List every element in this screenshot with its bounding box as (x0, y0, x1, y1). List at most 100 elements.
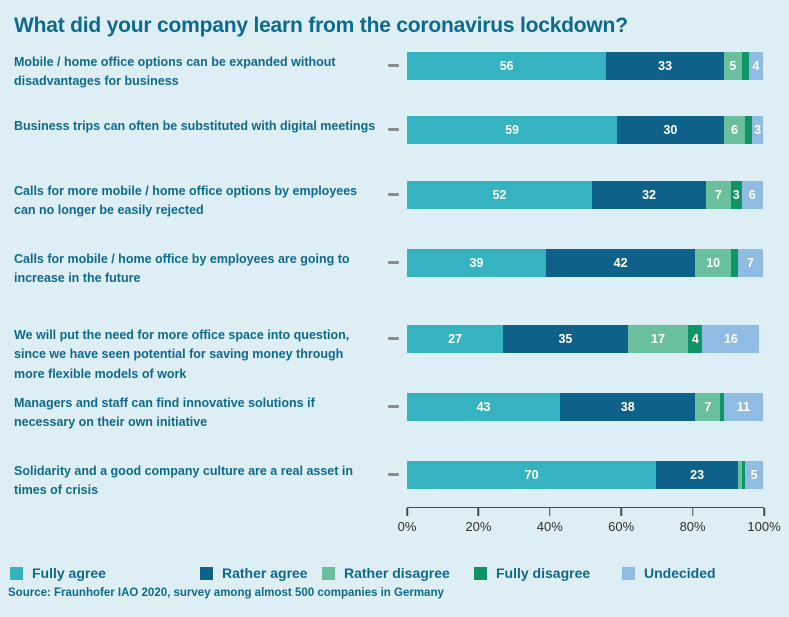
segment-value-label: 7 (747, 256, 754, 270)
bar-segment-rather-disagree: 17 (627, 325, 689, 353)
segment-value-label: 33 (658, 59, 673, 73)
bar-row: We will put the need for more office spa… (14, 325, 789, 393)
segment-value-label: 27 (448, 332, 462, 346)
bar-segment-fully-agree: 70 (407, 461, 657, 489)
segment-value-label: 59 (505, 123, 519, 137)
legend-label: Undecided (644, 565, 716, 581)
bar-row: Calls for mobile / home office by employ… (14, 249, 789, 325)
bar-segment-fully-disagree: 3 (730, 181, 742, 209)
row-label: Solidarity and a good company culture ar… (14, 464, 353, 498)
segment-value-label: 5 (729, 59, 737, 73)
bar-segment-rather-disagree: 6 (723, 116, 746, 144)
bar-segment-rather-agree: 38 (560, 393, 696, 421)
bar-segment-fully-agree: 39 (407, 249, 546, 277)
x-axis-tick (620, 508, 622, 516)
row-label: Calls for more mobile / home office opti… (14, 184, 358, 218)
bar-row: Managers and staff can find innovative s… (14, 393, 789, 461)
segment-value-label: 32 (642, 188, 657, 202)
x-axis-tick-label: 60% (608, 519, 635, 534)
segment-value-label: 52 (492, 188, 507, 202)
segment-value-label: 42 (613, 256, 628, 270)
row-tick-dash (388, 405, 399, 408)
bar-segment-undecided: 7 (738, 249, 763, 277)
bar-segment-fully-disagree (720, 393, 724, 421)
bar-track: 59 30 6 3 (407, 116, 763, 144)
bar-segment-fully-disagree (730, 249, 739, 277)
segment-value-label: 17 (651, 332, 665, 346)
bar-track: 70 23 5 (407, 461, 763, 489)
segment-value-label: 16 (723, 332, 738, 346)
x-axis-tick-label: 0% (397, 519, 417, 534)
bar-segment-rather-disagree: 5 (723, 52, 742, 80)
bar-segment-fully-disagree (741, 52, 749, 80)
row-label: We will put the need for more office spa… (14, 328, 350, 381)
bar-segment-rather-agree: 42 (545, 249, 696, 277)
source-text: Source: Fraunhofer IAO 2020, survey amon… (8, 587, 444, 599)
segment-value-label: 7 (714, 188, 722, 202)
x-axis-tick (691, 508, 694, 516)
segment-value-label: 5 (750, 468, 758, 482)
bar-track: 39 42 10 7 (407, 249, 763, 277)
legend: Fully agree Rather agree Rather disagree Fu… (10, 565, 789, 581)
segment-value-label: 38 (620, 400, 635, 414)
bar-segment-rather-agree: 33 (606, 52, 724, 80)
row-tick-dash (388, 337, 399, 340)
legend-label: Rather agree (222, 565, 308, 581)
bar-segment-undecided: 5 (745, 461, 763, 489)
bar-segment-fully-agree: 27 (407, 325, 504, 353)
segment-value-label: 39 (469, 256, 484, 270)
segment-value-label: 43 (476, 400, 491, 414)
bar-segment-rather-agree: 35 (503, 325, 628, 353)
legend-label: Fully disagree (496, 565, 591, 581)
row-tick-dash (388, 193, 399, 196)
bar-track: 27 35 17 4 16 (407, 325, 763, 353)
row-label: Mobile / home office options can be expa… (14, 55, 336, 89)
row-label: Managers and staff can find innovative s… (14, 396, 315, 430)
bar-row: Calls for more mobile / home office opti… (14, 181, 789, 249)
legend-item-undecided: Undecided (622, 565, 716, 581)
legend-item-fully-disagree: Fully disagree (474, 565, 622, 581)
bar-segment-undecided: 4 (748, 52, 763, 80)
row-label: Business trips can often be substituted … (14, 119, 376, 133)
bar-row: Business trips can often be substituted … (14, 116, 789, 181)
x-axis-tick-label: 100% (747, 519, 781, 534)
row-tick-dash (388, 473, 399, 476)
segment-value-label: 70 (524, 468, 539, 482)
bar-segment-rather-disagree: 7 (695, 393, 721, 421)
row-tick-dash (388, 128, 399, 131)
segment-value-label: 6 (748, 188, 756, 202)
bar-segment-fully-agree: 56 (407, 52, 607, 80)
legend-label: Fully agree (32, 565, 106, 581)
x-axis-tick (763, 508, 765, 516)
bar-segment-rather-agree: 30 (617, 116, 724, 144)
legend-item-rather-disagree: Rather disagree (322, 565, 474, 581)
segment-value-label: 4 (691, 332, 699, 346)
bar-segment-rather-agree: 23 (656, 461, 739, 489)
bar-segment-rather-disagree (738, 461, 742, 489)
legend-swatch-fully-agree (10, 566, 23, 580)
row-tick-dash (388, 261, 399, 264)
legend-swatch-fully-disagree (474, 566, 487, 580)
page-title: What did your company learn from the cor… (14, 14, 628, 37)
x-axis-tick (406, 508, 408, 516)
bar-segment-undecided: 3 (752, 116, 763, 144)
bar-segment-undecided: 11 (723, 393, 763, 421)
legend-swatch-rather-agree (200, 566, 213, 580)
bar-segment-undecided: 6 (741, 181, 763, 209)
segment-value-label: 11 (736, 400, 750, 414)
row-tick-dash (388, 64, 399, 67)
legend-swatch-undecided (622, 566, 635, 580)
x-axis: 0% 20% 40% 60% 80% 100% (398, 507, 781, 541)
bar-segment-fully-agree: 52 (407, 181, 593, 209)
bar-row: Mobile / home office options can be expa… (14, 52, 789, 116)
row-label: Calls for mobile / home office by employ… (14, 252, 350, 286)
bar-track: 43 38 7 11 (407, 393, 763, 421)
x-axis-tick-label: 20% (465, 519, 492, 534)
bar-segment-fully-agree: 59 (407, 116, 618, 144)
bar-segment-rather-disagree: 10 (695, 249, 731, 277)
segment-value-label: 6 (731, 123, 738, 137)
bar-row: Solidarity and a good company culture ar… (14, 461, 789, 507)
bar-segment-fully-disagree (741, 461, 746, 489)
segment-value-label: 30 (663, 123, 678, 137)
bar-segment-fully-disagree: 4 (688, 325, 703, 353)
